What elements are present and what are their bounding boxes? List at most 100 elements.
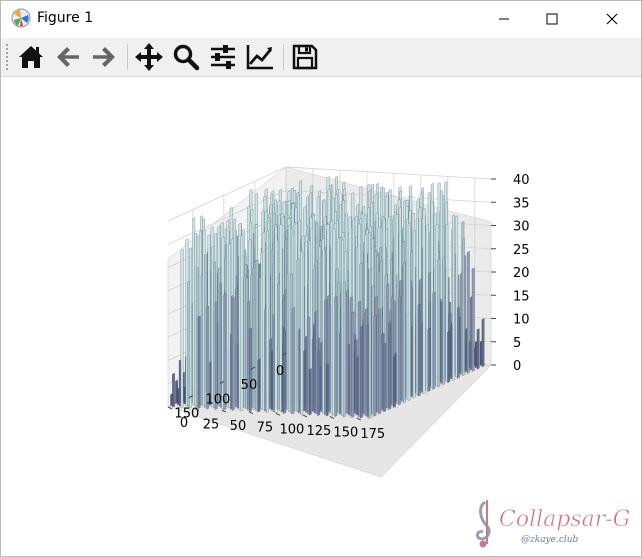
surface-face (462, 238, 465, 377)
x-tick-label: 50 (241, 378, 258, 393)
surface-face (325, 363, 329, 417)
y-tick-label: 150 (333, 425, 358, 440)
y-tick-mark (329, 416, 335, 419)
treble-clef-icon (475, 500, 491, 548)
surface-face (283, 330, 286, 414)
y-tick-label: 0 (180, 416, 188, 431)
surface-face (291, 307, 295, 415)
z-tick-label: 0 (513, 359, 521, 374)
surface-face (360, 325, 363, 419)
toolbar-separator (127, 44, 128, 70)
surface-face (300, 250, 303, 415)
title-bar[interactable]: Figure 1 (1, 1, 641, 37)
surface-face (481, 318, 485, 368)
z-tick-label: 35 (513, 196, 530, 211)
z-axis-ticks: 0 5 10 15 20 25 30 35 40 (491, 173, 530, 374)
toolbar-grip[interactable] (5, 43, 9, 71)
x-tick-mark (219, 380, 225, 384)
x-tick-label: 100 (205, 392, 230, 407)
surface-face (368, 267, 372, 419)
x-tick-mark (188, 395, 194, 399)
minimize-button[interactable] (481, 1, 527, 37)
forward-button[interactable] (88, 41, 120, 73)
surface-face (378, 308, 382, 415)
back-button[interactable] (52, 41, 84, 73)
surface-face (471, 267, 475, 372)
zoom-button[interactable] (170, 41, 202, 73)
watermark-text: Collapsar-G (499, 507, 630, 532)
close-button[interactable] (589, 1, 635, 37)
surface-face (476, 328, 480, 370)
x-tick-label: 0 (276, 364, 284, 379)
x-tick-mark (281, 352, 287, 356)
arrow-left-icon (57, 47, 79, 67)
z-tick-label: 25 (513, 243, 530, 258)
surface-face (249, 327, 252, 412)
y-tick-mark (302, 414, 308, 418)
zoom-icon (173, 44, 200, 71)
y-tick-mark (275, 412, 281, 416)
figure-canvas[interactable]: 0 50 100 150 0 25 50 75 100 125 150 175 0 5 10 15 20 25… (1, 77, 641, 556)
sliders-icon (211, 45, 235, 69)
surface-face (442, 257, 446, 386)
edit-axis-button[interactable] (244, 41, 276, 73)
surface-face (308, 368, 312, 416)
surface-face (412, 230, 416, 399)
surface-mesh (170, 176, 485, 419)
surface-face (398, 295, 401, 406)
surface-face (388, 321, 391, 410)
surface-face (214, 301, 218, 410)
arrow-right-icon (93, 47, 115, 67)
home-button[interactable] (15, 41, 47, 73)
toolbar-separator (283, 44, 284, 70)
surface-face (466, 251, 470, 374)
close-icon (606, 13, 618, 25)
configure-subplots-button[interactable] (207, 41, 239, 73)
z-tick-label: 10 (513, 313, 530, 328)
surface-face (274, 225, 278, 414)
surface-face (393, 355, 396, 408)
surface-face (342, 281, 346, 418)
save-button[interactable] (289, 41, 321, 73)
surface-face (279, 223, 283, 412)
pan-button[interactable] (133, 41, 165, 73)
maximize-icon (546, 13, 558, 25)
y-tick-label: 75 (257, 421, 274, 436)
maximize-button[interactable] (529, 1, 575, 37)
surface-face (172, 372, 175, 408)
watermark-logo: Collapsar-G @zkaye.club (475, 500, 631, 548)
surface-face (231, 297, 235, 411)
surface-face (422, 208, 426, 395)
y-tick-mark (248, 411, 254, 415)
surface-face (417, 303, 421, 397)
home-icon (19, 46, 43, 68)
minimize-icon (499, 18, 509, 20)
surface-face (206, 305, 210, 410)
surface-face (437, 258, 441, 388)
surface-face (223, 293, 227, 411)
z-tick-label: 40 (513, 173, 530, 188)
y-tick-mark (221, 409, 227, 413)
surface-face (447, 330, 450, 383)
surface-face (257, 358, 261, 413)
y-tick-label: 100 (279, 422, 304, 437)
y-tick-mark (356, 417, 362, 421)
grid-line (167, 166, 492, 222)
window-title: Figure 1 (37, 10, 94, 26)
surface-face (351, 311, 355, 418)
y-tick-mark (167, 406, 173, 410)
x-tick-label: 150 (174, 407, 199, 422)
y-tick-label: 125 (306, 424, 331, 439)
surface-face (427, 328, 431, 392)
y-tick-label: 175 (360, 427, 385, 442)
z-tick-label: 15 (513, 289, 530, 304)
surface-face (334, 296, 338, 417)
surface-face (266, 230, 269, 413)
surface-face (240, 234, 244, 412)
floppy-disk-icon (292, 44, 318, 70)
surface-face (189, 247, 192, 409)
surface-face (452, 214, 455, 381)
z-tick-label: 5 (513, 336, 521, 351)
